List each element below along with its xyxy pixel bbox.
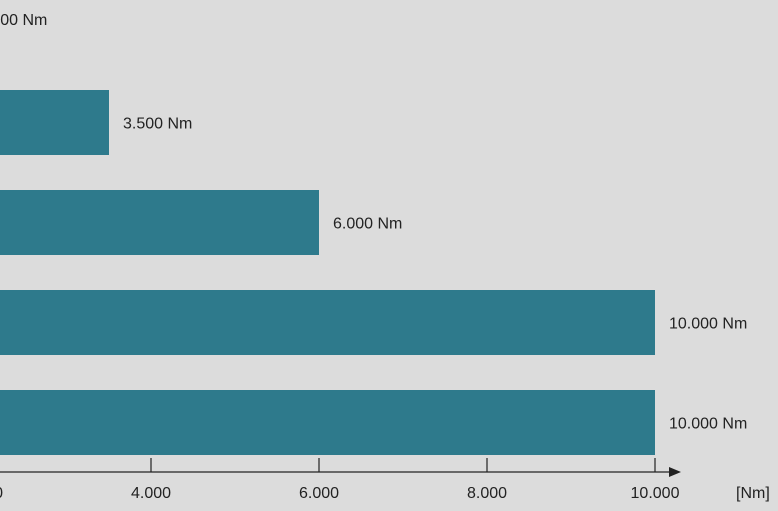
bar-value-label: 6.000 Nm xyxy=(333,216,402,233)
x-axis-tick-label: 8.000 xyxy=(467,485,507,502)
bar xyxy=(0,190,319,255)
x-axis-tick-label: 6.000 xyxy=(299,485,339,502)
x-axis-unit-label: [Nm] xyxy=(736,485,770,502)
x-axis-tick-label: 2.000 xyxy=(0,485,3,502)
bar-value-label: 3.500 Nm xyxy=(123,116,192,133)
bar xyxy=(0,90,109,155)
bar xyxy=(0,390,655,455)
bar xyxy=(0,290,655,355)
bar-value-label: 1.000 Nm xyxy=(0,12,47,29)
bars-group xyxy=(0,90,655,455)
x-axis-ticks: 2.000 4.000 6.000 8.000 10.000 xyxy=(0,458,680,502)
x-axis-tick-label: 10.000 xyxy=(631,485,680,502)
x-axis: 2.000 4.000 6.000 8.000 10.000 [Nm] xyxy=(0,458,770,502)
x-axis-tick-label: 4.000 xyxy=(131,485,171,502)
bar-value-label: 10.000 Nm xyxy=(669,416,747,433)
x-axis-arrow-icon xyxy=(669,467,681,477)
bar-value-label: 10.000 Nm xyxy=(669,316,747,333)
